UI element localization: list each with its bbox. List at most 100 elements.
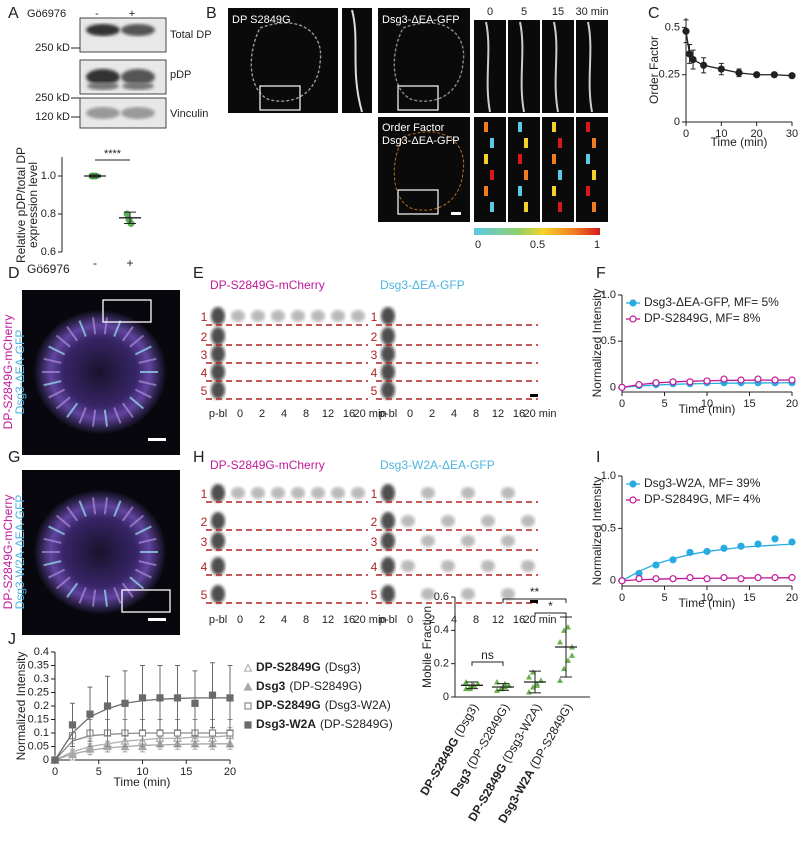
blot-row-label: Total DP <box>170 29 212 41</box>
junction <box>43 380 62 387</box>
y-axis-label: Normalized Intensity <box>590 477 604 586</box>
kymo-signal <box>251 310 265 322</box>
junction <box>66 402 79 418</box>
significance-bracket <box>502 598 567 603</box>
junction <box>48 525 66 536</box>
significance-label: ns <box>481 648 494 662</box>
row-label: 2 <box>371 515 378 529</box>
kymo-signal <box>311 487 325 499</box>
legend-label: DP-S2849G, MF= 8% <box>644 311 761 325</box>
data-point <box>173 694 182 702</box>
data-point <box>685 50 694 58</box>
kymo-signal <box>481 515 495 527</box>
y-tick-label: 0.25 <box>659 69 680 81</box>
junction <box>43 357 62 364</box>
row-label: 2 <box>201 330 208 344</box>
row-label: 1 <box>371 487 378 501</box>
order-segment <box>524 138 528 148</box>
legend-context: (DP-S2849G) <box>289 679 362 693</box>
lane-label: + <box>129 8 135 20</box>
row-label: 3 <box>371 535 378 549</box>
junction <box>134 525 152 536</box>
channel-label: Dsg3-ΔEA-GFP <box>382 14 460 26</box>
kymo-signal <box>381 345 395 363</box>
time-label: 8 <box>473 614 479 626</box>
kymo-signal <box>381 532 395 550</box>
kymo-signal <box>291 310 305 322</box>
sd-bar <box>89 174 101 178</box>
x-tick-label: + <box>126 256 133 270</box>
colorbar-tick: 1 <box>594 239 600 251</box>
legend-label: Dsg3-W2A, MF= 39% <box>644 476 761 490</box>
row-label: 5 <box>371 384 378 398</box>
junction <box>48 388 66 399</box>
order-segment <box>490 170 494 180</box>
x-tick-label: 30 <box>786 128 798 140</box>
time-label: 2 <box>429 614 435 626</box>
legend-marker <box>243 682 253 691</box>
x-tick-label: 0 <box>52 766 58 778</box>
data-point <box>85 744 95 753</box>
order-segment <box>558 138 562 148</box>
x-tick-label: 15 <box>180 766 192 778</box>
junction <box>113 587 122 604</box>
kymo-signal <box>381 381 395 399</box>
kymo-signal <box>381 512 395 530</box>
data-point <box>618 383 626 391</box>
junction <box>78 320 87 337</box>
order-segment <box>518 122 522 132</box>
time-label: 20 min <box>523 614 556 626</box>
time-label: 12 <box>492 614 504 626</box>
kymo-signal <box>211 363 225 381</box>
legend-name: Dsg3-W2A <box>256 717 316 731</box>
kymo-signal <box>521 560 535 572</box>
time-label: p-bl <box>209 614 227 626</box>
time-label: 15 <box>552 6 564 18</box>
kymo-signal <box>381 307 395 325</box>
data-point <box>173 729 182 737</box>
size-marker: 250 kD <box>35 92 70 104</box>
kymo-signal <box>441 515 455 527</box>
time-label: p-bl <box>379 614 397 626</box>
data-point <box>686 378 694 386</box>
blot-band <box>86 69 120 85</box>
blot-panel <box>79 17 167 53</box>
data-point <box>652 561 660 569</box>
data-point <box>208 729 217 737</box>
legend-label: DP-S2849G, MF= 4% <box>644 492 761 506</box>
data-point <box>686 548 694 557</box>
roi-box <box>259 85 301 111</box>
y-tick-label: 0.5 <box>601 335 616 347</box>
data-point <box>703 377 711 385</box>
channel-label: DP-S2849G-mCherry <box>1 315 15 430</box>
y-tick-label: 0 <box>610 381 616 393</box>
order-segment <box>586 122 590 132</box>
data-point <box>686 574 694 582</box>
row-label: 1 <box>201 487 208 501</box>
micrograph <box>542 20 574 113</box>
x-axis-label: Time (min) <box>711 135 768 149</box>
roi-box <box>102 299 152 323</box>
channel-label: Dsg3-W2A-ΔEA-GFP <box>380 458 495 472</box>
order-segment <box>552 154 556 164</box>
sd-bar <box>124 211 136 224</box>
data-point <box>771 376 779 384</box>
order-segment <box>518 186 522 196</box>
y-tick-label: 0.15 <box>28 713 49 725</box>
x-axis-label: Time (min) <box>679 596 736 610</box>
time-label: 2 <box>259 408 265 420</box>
kymo-signal <box>461 588 475 600</box>
row-label: 2 <box>201 515 208 529</box>
significance-label: * <box>548 599 553 613</box>
kymo-signal <box>481 560 495 572</box>
row-label: 2 <box>371 330 378 344</box>
kymo-signal <box>331 487 345 499</box>
colorbar-tick: 0 <box>475 239 481 251</box>
data-point <box>191 699 199 707</box>
row-label: 1 <box>371 310 378 324</box>
order-segment <box>558 202 562 212</box>
junction <box>55 514 71 528</box>
kymo-signal <box>231 487 245 499</box>
kymo-signal <box>381 363 395 381</box>
legend-marker <box>629 315 637 323</box>
